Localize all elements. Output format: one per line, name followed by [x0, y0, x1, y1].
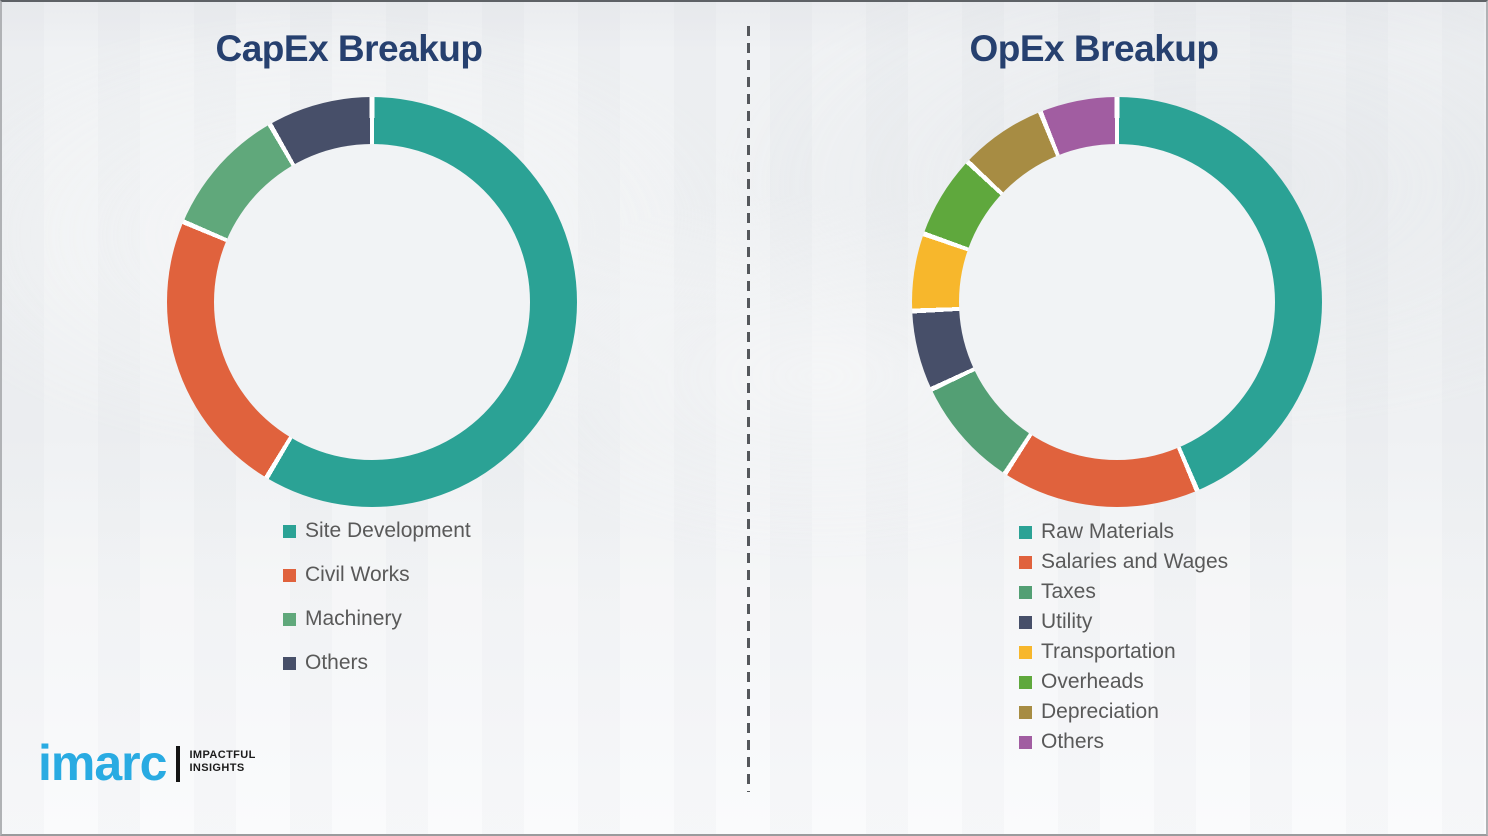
legend-label: Civil Works [305, 563, 410, 586]
legend-swatch [1019, 585, 1032, 599]
opex-donut-chart [912, 97, 1322, 507]
opex-donut-hole [959, 144, 1275, 460]
legend-item-machinery: Machinery [283, 604, 471, 634]
capex-donut-hole [214, 144, 530, 460]
legend-label: Overheads [1041, 670, 1144, 693]
imarc-tagline: IMPACTFUL INSIGHTS [189, 749, 255, 775]
legend-item-site-development: Site Development [283, 516, 471, 546]
imarc-logo: imarc IMPACTFUL INSIGHTS [38, 738, 256, 788]
legend-label: Site Development [305, 519, 471, 542]
legend-label: Salaries and Wages [1041, 550, 1229, 573]
legend-swatch [1019, 705, 1032, 719]
legend-swatch [1019, 735, 1032, 749]
legend-label: Machinery [305, 607, 402, 630]
legend-item-salaries-and-wages: Salaries and Wages [1019, 547, 1228, 577]
logo-divider-bar [176, 746, 181, 782]
legend-swatch [283, 656, 296, 670]
tagline-line-1: IMPACTFUL [189, 749, 256, 761]
opex-legend: Raw Materials Salaries and Wages Taxes U… [1019, 517, 1228, 757]
legend-item-overheads: Overheads [1019, 667, 1228, 697]
legend-swatch [283, 524, 296, 538]
legend-item-taxes: Taxes [1019, 577, 1228, 607]
legend-label: Others [1041, 730, 1105, 753]
legend-item-civil-works: Civil Works [283, 560, 471, 590]
legend-label: Utility [1041, 610, 1093, 633]
tagline-line-2: INSIGHTS [189, 762, 245, 774]
legend-swatch [1019, 615, 1032, 629]
legend-item-others-capex: Others [283, 648, 471, 678]
imarc-wordmark: imarc [38, 735, 167, 791]
legend-label: Others [305, 651, 369, 674]
legend-item-raw-materials: Raw Materials [1019, 517, 1228, 547]
opex-chart-title: OpEx Breakup [969, 28, 1219, 69]
legend-label: Depreciation [1041, 700, 1159, 723]
legend-swatch [283, 568, 296, 582]
capex-legend: Site Development Civil Works Machinery O… [283, 516, 471, 692]
legend-label: Raw Materials [1041, 520, 1175, 543]
capex-donut-chart [167, 97, 577, 507]
legend-item-transportation: Transportation [1019, 637, 1228, 667]
legend-item-utility: Utility [1019, 607, 1228, 637]
legend-label: Taxes [1041, 580, 1096, 603]
legend-label: Transportation [1041, 640, 1176, 663]
legend-item-others-opex: Others [1019, 727, 1228, 757]
legend-item-depreciation: Depreciation [1019, 697, 1228, 727]
legend-swatch [1019, 555, 1032, 569]
legend-swatch [283, 612, 296, 626]
legend-swatch [1019, 675, 1032, 689]
center-dashed-divider [747, 26, 750, 792]
capex-chart-title: CapEx Breakup [215, 28, 484, 69]
legend-swatch [1019, 645, 1032, 659]
legend-swatch [1019, 525, 1032, 539]
